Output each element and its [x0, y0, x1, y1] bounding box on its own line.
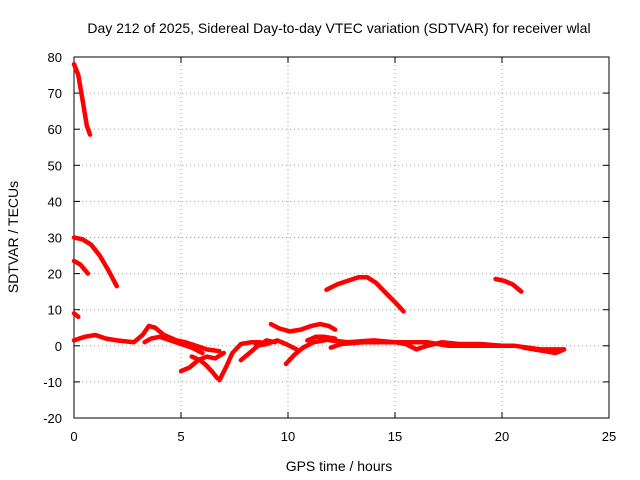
y-tick-label: 10	[48, 303, 62, 318]
y-tick-label: 70	[48, 86, 62, 101]
y-tick-label: 20	[48, 267, 62, 282]
series-arc-13	[268, 321, 338, 334]
series-arc-3	[71, 258, 91, 276]
y-tick-label: 50	[48, 158, 62, 173]
series-arc-1	[71, 61, 93, 137]
series-arc-12	[283, 338, 327, 367]
y-tick-label: 40	[48, 194, 62, 209]
y-tick-label: 30	[48, 231, 62, 246]
grid-layer	[74, 57, 609, 418]
tick-layer: 0 5 10 15 20 25 -20 -10 0 10 20 30 40 50 60 70 80	[43, 50, 616, 444]
y-tick-label: -10	[43, 375, 62, 390]
x-tick-label: 15	[388, 429, 402, 444]
y-tick-label: -20	[43, 411, 62, 426]
series-arc-4	[71, 311, 81, 320]
y-axis-label: SDTVAR / TECUs	[5, 181, 21, 293]
x-tick-label: 10	[281, 429, 295, 444]
series-arc-2	[71, 235, 120, 289]
series-arc-6	[142, 334, 205, 356]
x-tick-label: 0	[70, 429, 77, 444]
series-layer	[71, 61, 567, 383]
series-arc-8	[189, 354, 220, 381]
x-tick-label: 5	[177, 429, 184, 444]
y-tick-label: 80	[48, 50, 62, 65]
x-tick-label: 25	[602, 429, 616, 444]
series-arc-7	[178, 350, 227, 374]
series-arc-20	[493, 276, 524, 294]
series-arc-11	[253, 338, 299, 352]
series-arc-15	[324, 274, 406, 314]
series-arc-5	[71, 323, 222, 354]
series-arc-9	[217, 339, 263, 383]
series-arc-17	[317, 336, 505, 352]
y-tick-label: 0	[55, 339, 62, 354]
x-axis-label: GPS time / hours	[286, 458, 393, 474]
y-tick-label: 60	[48, 122, 62, 137]
x-tick-label: 20	[495, 429, 509, 444]
chart-title: Day 212 of 2025, Sidereal Day-to-day VTE…	[87, 20, 590, 36]
series-arc-19	[521, 345, 567, 356]
